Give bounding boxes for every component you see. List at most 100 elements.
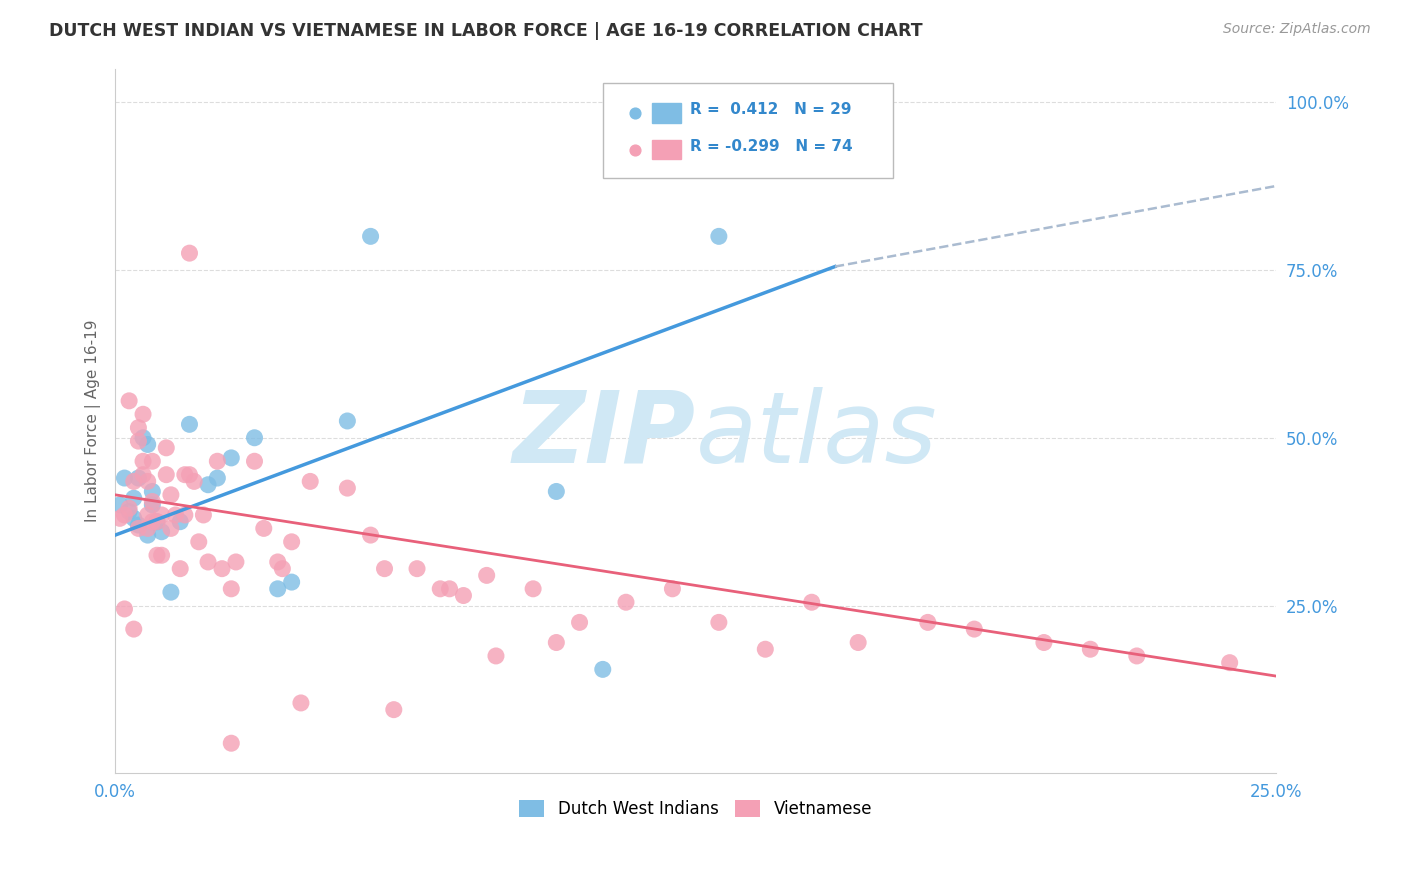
- Point: [136, 437, 159, 451]
- Point: [485, 648, 508, 663]
- Legend: Dutch West Indians, Vietnamese: Dutch West Indians, Vietnamese: [513, 794, 879, 825]
- Point: [122, 475, 145, 489]
- Point: [173, 467, 195, 482]
- Point: [155, 441, 177, 455]
- Point: [373, 562, 395, 576]
- Point: [568, 615, 591, 630]
- Point: [336, 414, 359, 428]
- Point: [219, 582, 242, 596]
- Text: Source: ZipAtlas.com: Source: ZipAtlas.com: [1223, 22, 1371, 37]
- Point: [219, 736, 242, 750]
- Point: [141, 515, 163, 529]
- Point: [183, 475, 205, 489]
- Point: [122, 491, 145, 505]
- Point: [207, 471, 229, 485]
- FancyBboxPatch shape: [603, 83, 893, 178]
- Point: [280, 575, 302, 590]
- Text: R = -0.299   N = 74: R = -0.299 N = 74: [690, 138, 852, 153]
- Point: [299, 475, 322, 489]
- Bar: [651, 140, 681, 160]
- Point: [360, 229, 382, 244]
- Point: [146, 515, 169, 529]
- Point: [141, 484, 163, 499]
- Point: [141, 498, 163, 512]
- Point: [1219, 656, 1241, 670]
- Point: [127, 521, 149, 535]
- Point: [267, 582, 290, 596]
- Point: [267, 555, 290, 569]
- Point: [155, 467, 177, 482]
- Point: [150, 524, 173, 539]
- Point: [169, 562, 191, 576]
- Point: [173, 508, 195, 522]
- Point: [280, 534, 302, 549]
- Text: R =  0.412   N = 29: R = 0.412 N = 29: [690, 102, 852, 117]
- Point: [136, 508, 159, 522]
- Text: atlas: atlas: [696, 386, 938, 483]
- Point: [114, 471, 136, 485]
- Point: [197, 477, 219, 491]
- Point: [165, 508, 187, 522]
- Point: [290, 696, 312, 710]
- Point: [475, 568, 498, 582]
- Point: [197, 555, 219, 569]
- Point: [406, 562, 429, 576]
- Point: [132, 454, 155, 468]
- Point: [141, 494, 163, 508]
- Point: [132, 407, 155, 421]
- Point: [846, 635, 869, 649]
- Point: [707, 229, 730, 244]
- Point: [225, 555, 247, 569]
- Point: [1032, 635, 1054, 649]
- Point: [114, 602, 136, 616]
- Point: [1078, 642, 1101, 657]
- Point: [546, 484, 568, 499]
- Point: [108, 511, 131, 525]
- Point: [453, 589, 475, 603]
- Point: [118, 501, 141, 516]
- Point: [150, 548, 173, 562]
- Point: [127, 471, 149, 485]
- Point: [127, 420, 149, 434]
- Point: [193, 508, 215, 522]
- Point: [160, 585, 183, 599]
- Point: [336, 481, 359, 495]
- Point: [253, 521, 276, 535]
- Point: [219, 450, 242, 465]
- Point: [243, 454, 266, 468]
- Point: [1126, 648, 1149, 663]
- Point: [127, 518, 149, 533]
- Point: [429, 582, 451, 596]
- Point: [169, 515, 191, 529]
- Point: [271, 562, 294, 576]
- Point: [160, 488, 183, 502]
- Point: [141, 454, 163, 468]
- Point: [614, 595, 637, 609]
- Point: [382, 703, 405, 717]
- Point: [150, 508, 173, 522]
- Point: [146, 515, 169, 529]
- Text: DUTCH WEST INDIAN VS VIETNAMESE IN LABOR FORCE | AGE 16-19 CORRELATION CHART: DUTCH WEST INDIAN VS VIETNAMESE IN LABOR…: [49, 22, 922, 40]
- Point: [800, 595, 823, 609]
- Point: [118, 393, 141, 408]
- Point: [132, 467, 155, 482]
- Point: [122, 511, 145, 525]
- Point: [146, 548, 169, 562]
- Point: [160, 521, 183, 535]
- Point: [132, 431, 155, 445]
- Point: [127, 434, 149, 449]
- Point: [187, 534, 209, 549]
- Point: [522, 582, 544, 596]
- Point: [661, 582, 683, 596]
- Bar: [651, 103, 681, 123]
- Point: [136, 475, 159, 489]
- Point: [179, 246, 201, 260]
- Point: [243, 431, 266, 445]
- Y-axis label: In Labor Force | Age 16-19: In Labor Force | Age 16-19: [86, 319, 101, 522]
- Point: [707, 615, 730, 630]
- Point: [546, 635, 568, 649]
- Point: [754, 642, 776, 657]
- Point: [108, 498, 131, 512]
- Point: [439, 582, 461, 596]
- Point: [179, 467, 201, 482]
